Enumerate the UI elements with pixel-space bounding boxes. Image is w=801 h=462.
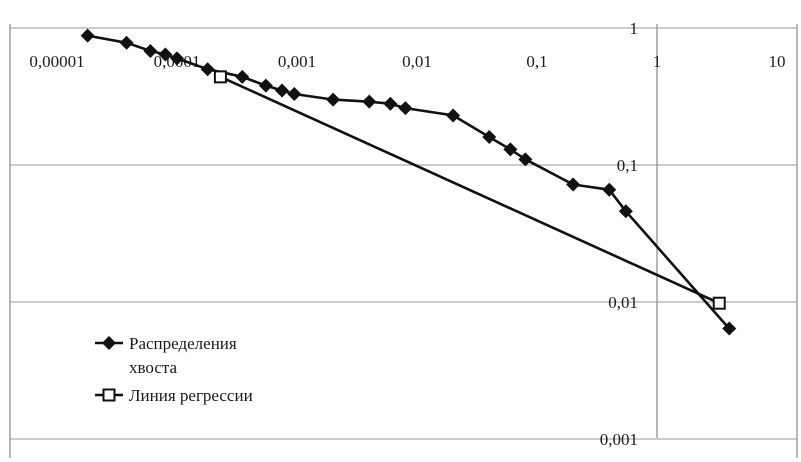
data-point-diamond (566, 177, 581, 192)
data-point-diamond (80, 28, 95, 43)
data-point-diamond (170, 51, 184, 66)
data-point-diamond (446, 108, 461, 123)
data-point-diamond (602, 182, 617, 197)
data-point-square (213, 70, 227, 84)
data-point-diamond (383, 96, 398, 111)
legend-marker-diamond (102, 336, 116, 350)
data-point-diamond (398, 101, 413, 116)
x-tick-label: 0,00001 (29, 52, 84, 71)
legend-label-regression: Линия регрессии (129, 386, 253, 405)
data-point-diamond (482, 130, 497, 145)
gridlines (10, 27, 797, 440)
data-point-diamond (143, 43, 158, 58)
data-point-diamond (362, 94, 377, 109)
x-tick-label: 0,001 (278, 52, 316, 71)
plot-area (10, 24, 797, 438)
series-lines (87, 34, 731, 330)
y-tick-label: 0,001 (600, 430, 638, 449)
data-point-diamond (618, 204, 633, 219)
legend-marker-square (102, 388, 116, 402)
y-tick-label: 1 (630, 19, 639, 38)
y-tick-labels: 1 0,1 0,01 0,001 (600, 19, 638, 449)
y-tick-label: 0,01 (608, 293, 638, 312)
x-tick-label: 10 (769, 52, 786, 71)
series-markers (80, 28, 737, 336)
data-point-diamond (275, 83, 290, 98)
data-point-diamond (503, 142, 518, 157)
x-tick-label: 1 (653, 52, 662, 71)
series-line-0 (87, 34, 731, 330)
data-point-diamond (119, 35, 134, 50)
data-point-diamond (722, 321, 737, 336)
data-point-diamond (326, 92, 341, 107)
data-point-diamond (235, 69, 250, 84)
x-tick-label: 0,1 (526, 52, 547, 71)
legend-label-tail-line2: хвоста (129, 358, 178, 377)
data-point-diamond (518, 152, 533, 167)
x-tick-label: 0,01 (402, 52, 432, 71)
data-point-square (712, 296, 726, 310)
legend-label-tail-line1: Распределения (129, 334, 237, 353)
legend: Распределения хвоста Линия регрессии (95, 334, 253, 405)
y-tick-label: 0,1 (617, 156, 638, 175)
series-line-1 (219, 75, 720, 305)
data-point-diamond (258, 78, 273, 93)
data-point-diamond (200, 62, 215, 77)
data-point-diamond (287, 86, 302, 101)
data-point-diamond (158, 47, 173, 62)
axes (9, 24, 798, 458)
